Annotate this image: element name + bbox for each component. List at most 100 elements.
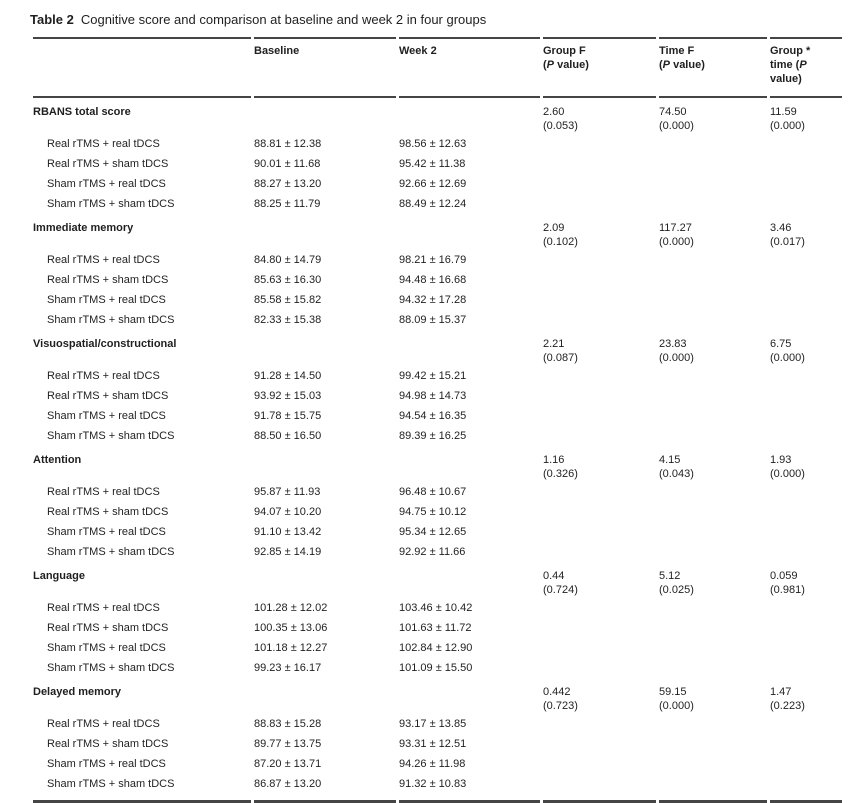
- empty-cell: [399, 678, 540, 714]
- table-row: Sham rTMS + sham tDCS 88.50 ± 16.50 89.39 …: [33, 426, 842, 446]
- row-label: Sham rTMS + real tDCS: [47, 642, 166, 654]
- empty-cell: [254, 446, 396, 482]
- table-header: Baseline Week 2 Group F (P value) Time F (P v…: [33, 37, 842, 98]
- week2-value: 94.98 ± 14.73: [399, 390, 467, 402]
- empty-cell: [659, 270, 767, 290]
- section-header-row: RBANS total score 2.60 (0.053) 74.50 (0.000)…: [33, 98, 842, 134]
- empty-cell: [770, 522, 842, 542]
- section-header-row: Attention 1.16 (0.326) 4.15 (0.043) 1.93 (0.00…: [33, 446, 842, 482]
- empty-cell: [399, 330, 540, 366]
- section-header-row: Language 0.44 (0.724) 5.12 (0.025) 0.059 (0.98…: [33, 562, 842, 598]
- table-row: Real rTMS + real tDCS 95.87 ± 11.93 96.48 …: [33, 482, 842, 502]
- section-name: Language: [33, 570, 85, 582]
- f-value: 59.15: [659, 686, 687, 698]
- f-value: 1.93: [770, 454, 792, 466]
- section-name: Attention: [33, 454, 82, 466]
- table-row: Sham rTMS + sham tDCS 82.33 ± 15.38 88.09 …: [33, 310, 842, 330]
- group-f-stat: 2.09 (0.102): [543, 214, 656, 250]
- baseline-value: 91.10 ± 13.42: [254, 526, 322, 538]
- baseline-value: 87.20 ± 13.71: [254, 758, 322, 770]
- empty-cell: [543, 290, 656, 310]
- empty-cell: [543, 194, 656, 214]
- group-time-stat: 11.59 (0.000): [770, 98, 842, 134]
- column-header-row: Baseline Week 2 Group F (P value) Time F (P v…: [33, 37, 842, 98]
- section-header-row: Delayed memory 0.442 (0.723) 59.15 (0.000) 1.…: [33, 678, 842, 714]
- row-label: Real rTMS + sham tDCS: [47, 622, 169, 634]
- time-f-stat: 117.27 (0.000): [659, 214, 767, 250]
- week2-value: 94.75 ± 10.12: [399, 506, 467, 518]
- f-value: 3.46: [770, 222, 792, 234]
- week2-value: 92.92 ± 11.66: [399, 546, 466, 558]
- week2-value: 98.21 ± 16.79: [399, 254, 467, 266]
- p-value: (0.025): [659, 584, 694, 596]
- column-header-time-f: Time F (P value): [659, 37, 767, 98]
- p-value: (0.000): [659, 120, 694, 132]
- row-label: Sham rTMS + sham tDCS: [47, 314, 175, 326]
- table-row: Real rTMS + sham tDCS 85.63 ± 16.30 94.48 …: [33, 270, 842, 290]
- section-name: RBANS total score: [33, 106, 131, 118]
- row-label: Real rTMS + sham tDCS: [47, 158, 169, 170]
- empty-cell: [543, 638, 656, 658]
- baseline-value: 85.63 ± 16.30: [254, 274, 322, 286]
- row-label: Sham rTMS + sham tDCS: [47, 662, 175, 674]
- p-value: (0.000): [659, 236, 694, 248]
- table-row: Real rTMS + real tDCS 91.28 ± 14.50 99.42 …: [33, 366, 842, 386]
- column-header-baseline: Baseline: [254, 37, 396, 98]
- empty-cell: [659, 194, 767, 214]
- baseline-value: 82.33 ± 15.38: [254, 314, 322, 326]
- empty-cell: [659, 598, 767, 618]
- empty-cell: [399, 98, 540, 134]
- column-header-group-f: Group F (P value): [543, 37, 656, 98]
- f-value: 6.75: [770, 338, 792, 350]
- column-header-group-time: Group * time (P value): [770, 37, 842, 98]
- empty-cell: [770, 426, 842, 446]
- row-label: Real rTMS + real tDCS: [47, 370, 160, 382]
- week2-value: 98.56 ± 12.63: [399, 138, 467, 150]
- table-row: Sham rTMS + sham tDCS 88.25 ± 11.79 88.49 …: [33, 194, 842, 214]
- week2-value: 93.17 ± 13.85: [399, 718, 467, 730]
- empty-cell: [543, 406, 656, 426]
- table-row: Real rTMS + sham tDCS 90.01 ± 11.68 95.42 …: [33, 154, 842, 174]
- week2-value: 102.84 ± 12.90: [399, 642, 473, 654]
- table-row: Sham rTMS + real tDCS 85.58 ± 15.82 94.32 …: [33, 290, 842, 310]
- f-value: 0.059: [770, 570, 798, 582]
- table-label: Table 2: [30, 12, 74, 27]
- empty-cell: [543, 174, 656, 194]
- p-value: (0.981): [770, 584, 805, 596]
- table-row: Sham rTMS + real tDCS 91.78 ± 15.75 94.54 …: [33, 406, 842, 426]
- empty-cell: [543, 386, 656, 406]
- f-value: 1.16: [543, 454, 565, 466]
- time-f-stat: 5.12 (0.025): [659, 562, 767, 598]
- empty-cell: [659, 134, 767, 154]
- f-value: 117.27: [659, 222, 692, 234]
- empty-cell: [659, 482, 767, 502]
- empty-cell: [659, 522, 767, 542]
- empty-cell: [770, 658, 842, 678]
- table-row: Real rTMS + real tDCS 84.80 ± 14.79 98.21 …: [33, 250, 842, 270]
- baseline-value: 88.27 ± 13.20: [254, 178, 322, 190]
- baseline-value: 85.58 ± 15.82: [254, 294, 322, 306]
- group-f-stat: 0.442 (0.723): [543, 678, 656, 714]
- baseline-value: 90.01 ± 11.68: [254, 158, 321, 170]
- week2-value: 94.54 ± 16.35: [399, 410, 467, 422]
- column-header-week-2: Week 2: [399, 37, 540, 98]
- empty-cell: [254, 98, 396, 134]
- row-label: Real rTMS + real tDCS: [47, 138, 160, 150]
- baseline-value: 101.18 ± 12.27: [254, 642, 328, 654]
- row-label: Sham rTMS + real tDCS: [47, 294, 166, 306]
- group-time-stat: 6.75 (0.000): [770, 330, 842, 366]
- empty-cell: [770, 482, 842, 502]
- week2-value: 94.48 ± 16.68: [399, 274, 467, 286]
- p-value: (0.000): [770, 468, 805, 480]
- empty-cell: [659, 310, 767, 330]
- baseline-value: 88.81 ± 12.38: [254, 138, 322, 150]
- week2-value: 95.34 ± 12.65: [399, 526, 467, 538]
- empty-cell: [659, 638, 767, 658]
- time-f-stat: 23.83 (0.000): [659, 330, 767, 366]
- section-header-row: Immediate memory 2.09 (0.102) 117.27 (0.000)…: [33, 214, 842, 250]
- f-value: 1.47: [770, 686, 792, 698]
- section-name: Visuospatial/constructional: [33, 338, 177, 350]
- table-body: RBANS total score 2.60 (0.053) 74.50 (0.000)…: [33, 98, 842, 803]
- row-label: Sham rTMS + real tDCS: [47, 526, 166, 538]
- baseline-value: 101.28 ± 12.02: [254, 602, 328, 614]
